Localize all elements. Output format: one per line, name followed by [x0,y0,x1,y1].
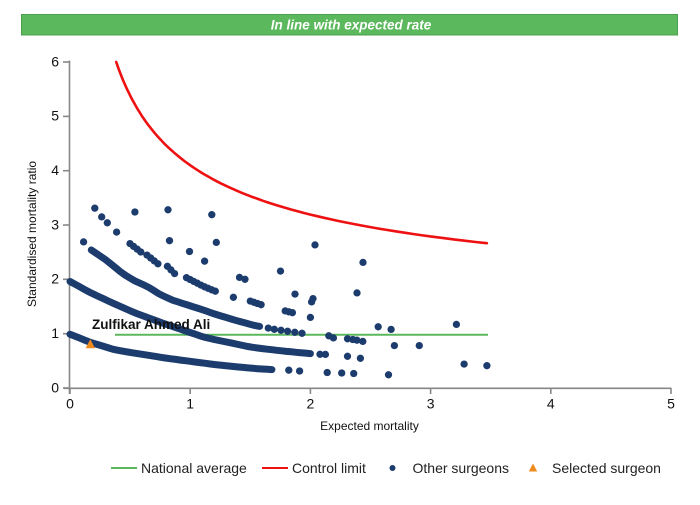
svg-text:5: 5 [51,108,59,124]
svg-text:0: 0 [51,379,59,395]
svg-text:4: 4 [51,162,59,178]
svg-text:Other surgeons: Other surgeons [413,460,510,476]
svg-text:1: 1 [51,325,59,341]
svg-text:1: 1 [186,396,194,412]
svg-text:3: 3 [51,216,59,232]
svg-text:5: 5 [667,396,675,412]
svg-text:Expected mortality: Expected mortality [320,419,419,433]
svg-text:Control limit: Control limit [292,460,366,476]
svg-text:Standardised mortality ratio: Standardised mortality ratio [25,161,39,307]
svg-text:Selected surgeon: Selected surgeon [552,460,661,476]
svg-text:Zulfikar Ahmed Ali: Zulfikar Ahmed Ali [92,317,210,332]
svg-text:In line with expected rate: In line with expected rate [271,18,432,33]
svg-text:National average: National average [141,460,247,476]
svg-text:6: 6 [51,53,59,69]
svg-text:3: 3 [427,396,435,412]
svg-text:4: 4 [547,396,555,412]
svg-text:0: 0 [66,396,74,412]
svg-text:2: 2 [307,396,315,412]
svg-text:2: 2 [51,271,59,287]
